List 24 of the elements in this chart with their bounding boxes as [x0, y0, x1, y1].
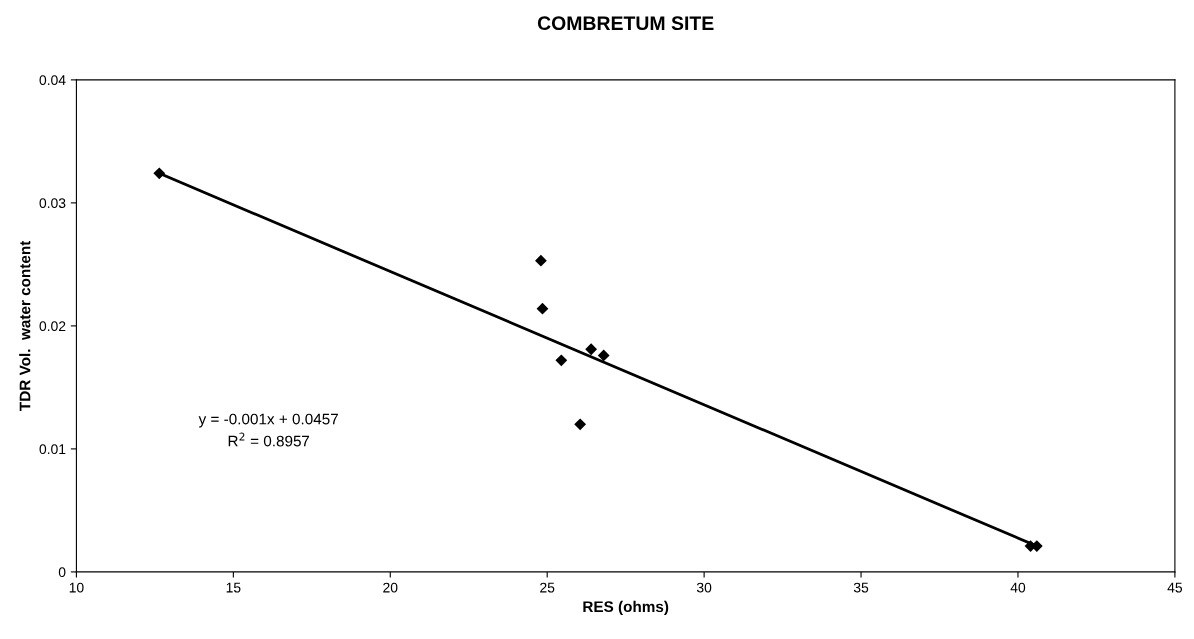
y-tick-label: 0: [58, 567, 66, 578]
y-axis-title: TDR Vol. water content: [19, 240, 31, 411]
y-tick-label: 0.04: [39, 75, 66, 86]
point: [598, 349, 610, 362]
x-tick-label: 35: [853, 582, 869, 593]
point: [574, 418, 586, 430]
x-tick-label: 15: [226, 582, 241, 593]
point: [555, 354, 567, 366]
annotation: R$^{2}$ = 0.8957: [228, 432, 309, 447]
chart-title: COMBRETUM SITE: [537, 16, 714, 31]
annotation: y = -0.001x + 0.0457: [198, 413, 338, 428]
y-tick-label: 0.03: [39, 198, 66, 209]
x-axis-title: RES (ohms): [583, 600, 669, 616]
x-tick-label: 25: [540, 582, 555, 593]
x-tick-label: 10: [69, 582, 84, 593]
point: [585, 343, 597, 355]
x-tick-label: 40: [1010, 582, 1026, 593]
point: [535, 255, 547, 267]
x-tick-label: 30: [696, 582, 712, 593]
x-tick-label: 20: [383, 582, 398, 593]
y-tick-label: 0.02: [39, 321, 66, 332]
y-tick-label: 0.01: [39, 444, 66, 455]
point: [536, 303, 549, 315]
x-tick-label: 45: [1167, 582, 1183, 593]
